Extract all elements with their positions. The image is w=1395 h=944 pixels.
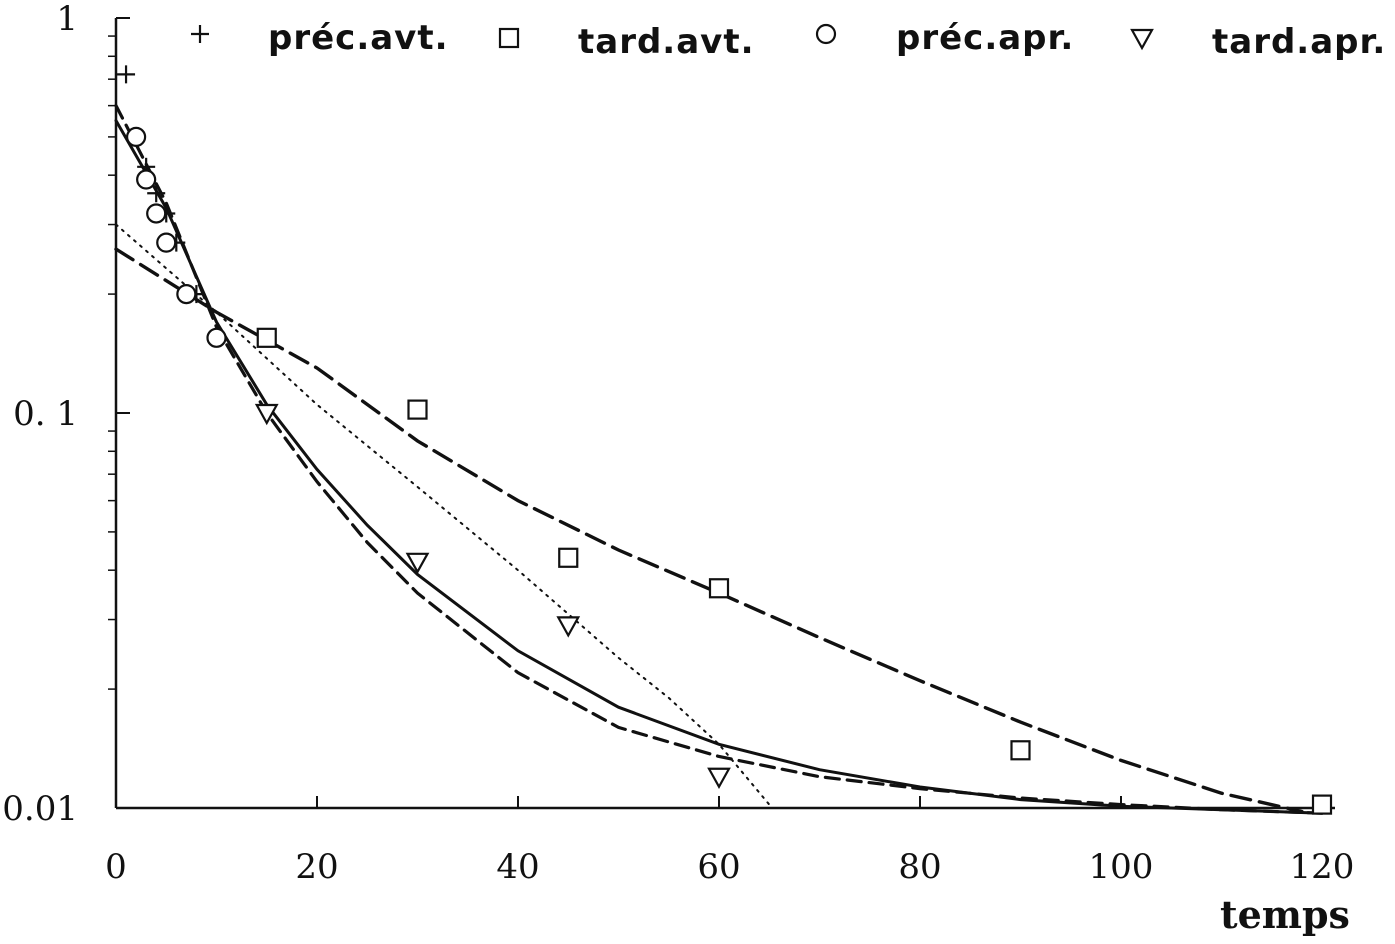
x-tick-label: 20 — [295, 847, 338, 887]
point-square — [1010, 740, 1031, 761]
legend-label: préc.avt. — [268, 18, 449, 58]
x-tick-label: 80 — [898, 847, 941, 887]
legend-label: tard.apr. — [1212, 22, 1386, 62]
fit-curve-dashed-long — [114, 247, 1304, 814]
point-circle — [126, 126, 147, 148]
point-circle — [156, 232, 177, 253]
point-square — [256, 327, 277, 348]
legend: préc.avt. tard.avt. préc.apr. tard.apr. — [191, 18, 1386, 62]
point-square — [558, 547, 579, 568]
point-square — [708, 578, 730, 599]
point-triangle-down — [405, 552, 430, 575]
point-square — [407, 399, 428, 420]
point-circle — [146, 203, 167, 224]
fit-curves — [114, 104, 1324, 815]
legend-marker-triangle-down — [1130, 28, 1154, 51]
x-tick-label: 0 — [105, 847, 127, 887]
y-ticks: 0.01 0. 1 1 — [2, 0, 130, 829]
legend-marker-circle — [815, 23, 837, 45]
fit-curve-dotted — [115, 223, 771, 806]
x-tick-label: 120 — [1290, 847, 1355, 887]
point-triangle-down — [556, 616, 581, 638]
point-triangle-down — [707, 767, 731, 789]
fit-curve-dashed-short — [114, 104, 1324, 815]
point-circle — [206, 327, 227, 348]
point-triangle-down — [254, 403, 279, 426]
y-minor-ticks — [108, 35, 116, 690]
point-circle — [136, 169, 157, 190]
point-plus — [117, 65, 136, 84]
legend-label: tard.avt. — [578, 22, 755, 62]
y-tick-label: 0. 1 — [13, 394, 78, 434]
point-plus — [147, 184, 166, 203]
y-tick-label: 1 — [56, 0, 78, 39]
y-tick-label: 0.01 — [2, 789, 78, 829]
legend-marker-plus — [191, 25, 209, 43]
fit-curve-solid — [114, 119, 1324, 815]
x-tick-label: 40 — [496, 847, 539, 887]
x-axis-title: temps — [1220, 892, 1350, 937]
point-circle — [176, 283, 197, 305]
legend-marker-square — [498, 27, 520, 49]
axes: 0 20 40 60 80 100 120 0.01 0. 1 1 — [2, 0, 1354, 887]
data-points — [117, 65, 1333, 815]
x-ticks: 0 20 40 60 80 100 120 — [105, 796, 1354, 887]
x-tick-label: 60 — [697, 847, 740, 887]
point-square — [1311, 794, 1333, 815]
x-tick-label: 100 — [1089, 847, 1154, 887]
legend-label: préc.apr. — [896, 18, 1074, 58]
